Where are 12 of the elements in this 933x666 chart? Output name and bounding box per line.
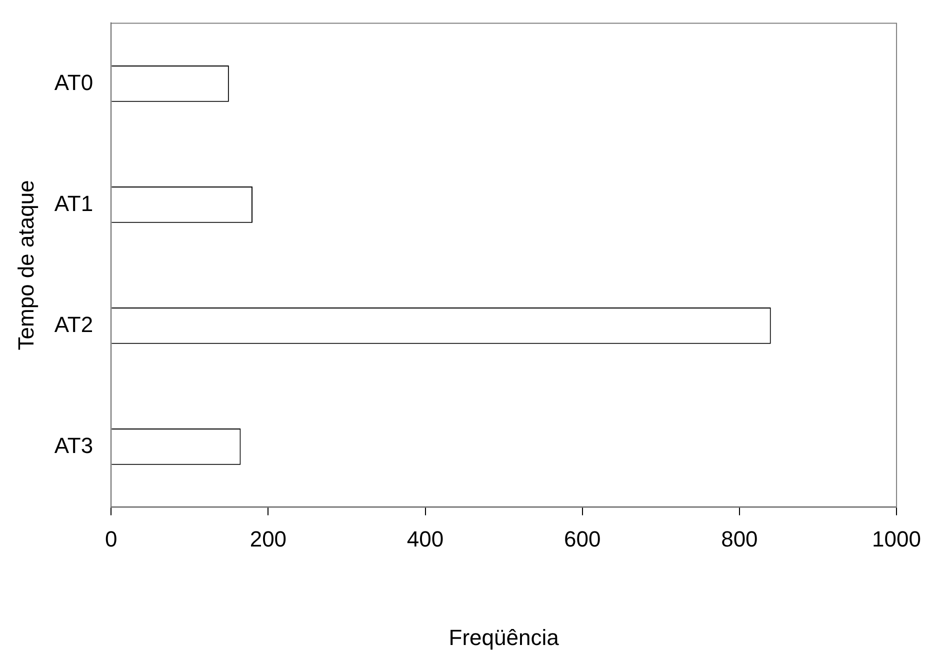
y-tick-label: AT3 — [54, 432, 94, 458]
x-tick-label: 200 — [250, 526, 287, 552]
y-tick-label: AT0 — [54, 70, 94, 95]
x-axis-title: Freqüência — [448, 624, 560, 650]
x-tick-label: 0 — [104, 526, 118, 552]
x-tick-label: 1000 — [872, 526, 922, 552]
y-tick-label: AT2 — [54, 312, 94, 337]
y-axis-title: Tempo de ataque — [13, 180, 38, 350]
x-tick-label: 800 — [721, 526, 758, 552]
y-tick-label: AT1 — [54, 190, 94, 216]
x-tick-label: 400 — [406, 526, 444, 552]
x-tick-label: 600 — [564, 526, 601, 552]
